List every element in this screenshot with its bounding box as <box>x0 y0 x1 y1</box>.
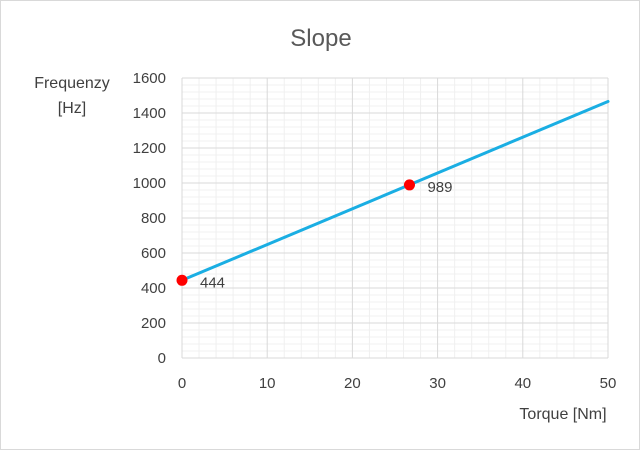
y-tick-label: 1400 <box>133 105 166 122</box>
x-tick-label: 20 <box>344 375 361 392</box>
x-tick-label: 30 <box>429 375 446 392</box>
x-tick-label: 10 <box>259 375 276 392</box>
chart-title: Slope <box>290 25 351 52</box>
y-axis-title-line-1: Frequenzy <box>34 75 110 92</box>
y-tick-label: 200 <box>141 315 166 332</box>
y-axis-title-line-2: [Hz] <box>58 100 86 117</box>
tick-labels: 0 10 20 30 40 50 0 200 400 600 800 1000 1200 1400 1600 <box>133 70 617 392</box>
data-point-marker <box>403 179 415 191</box>
y-tick-label: 400 <box>141 280 166 297</box>
series-layer: 444 989 <box>176 99 610 291</box>
y-tick-label: 800 <box>141 210 166 227</box>
major-grid <box>181 77 609 359</box>
x-tick-label: 0 <box>178 375 186 392</box>
data-point-marker <box>176 274 188 286</box>
x-axis-title: Torque [Nm] <box>519 406 606 423</box>
x-tick-label: 50 <box>600 375 617 392</box>
y-tick-label: 1600 <box>133 70 166 87</box>
slope-line <box>180 99 610 282</box>
y-tick-label: 1000 <box>133 175 166 192</box>
data-point-label: 444 <box>200 274 225 291</box>
y-tick-label: 0 <box>158 350 166 367</box>
x-tick-label: 40 <box>514 375 531 392</box>
data-point-label: 989 <box>427 179 452 196</box>
y-tick-label: 600 <box>141 245 166 262</box>
y-tick-label: 1200 <box>133 140 166 157</box>
